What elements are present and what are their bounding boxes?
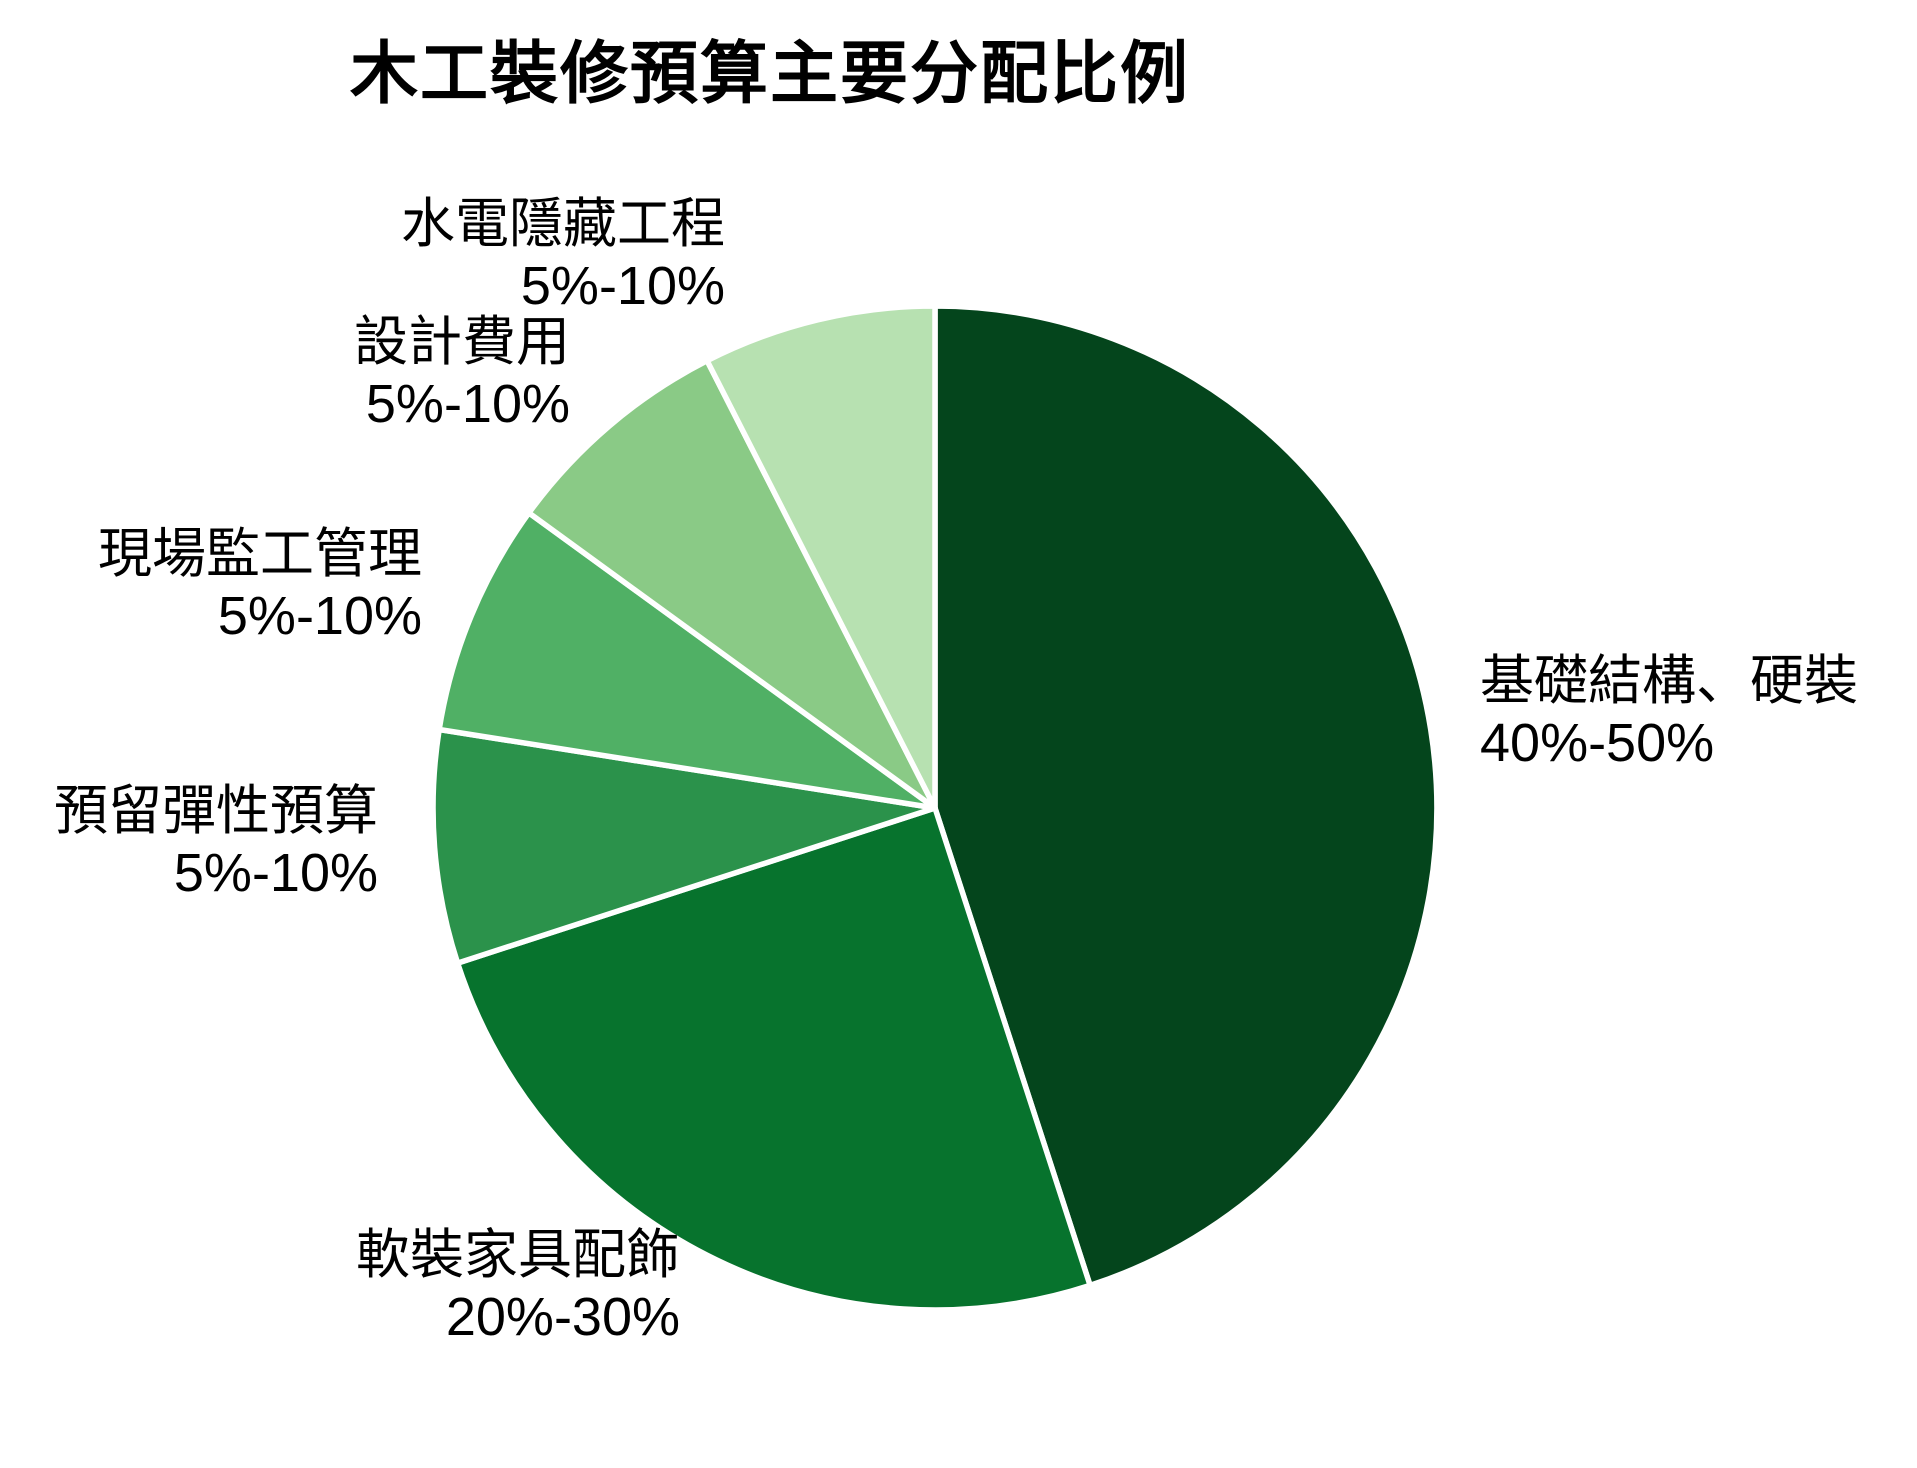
- slice-label-site-supervision: 現場監工管理 5%-10%: [98, 523, 422, 647]
- slice-percent-text: 5%-10%: [217, 586, 422, 646]
- slice-percent-text: 20%-30%: [445, 1287, 680, 1347]
- slice-label-soft-furnishings: 軟裝家具配飾 20%-30%: [356, 1224, 680, 1348]
- slice-label-text: 設計費用: [354, 312, 570, 372]
- pie-slice-1: [932, 303, 1440, 1289]
- chart-title: 木工裝修預算主要分配比例: [349, 36, 1190, 112]
- slice-label-text: 基礎結構、硬裝: [1480, 651, 1858, 711]
- slice-label-text: 水電隱藏工程: [401, 194, 725, 254]
- pie-slice-4: [436, 510, 938, 811]
- slice-label-plumbing-electrical: 水電隱藏工程 5%-10%: [401, 193, 725, 317]
- slice-label-design-fee: 設計費用 5%-10%: [354, 311, 570, 435]
- slice-percent-text: 5%-10%: [173, 843, 378, 903]
- slice-label-foundation-hard-decor: 基礎結構、硬裝 40%-50%: [1480, 650, 1858, 774]
- slice-percent-text: 5%-10%: [365, 374, 570, 434]
- pie-slice-6: [704, 303, 938, 811]
- pie-slice-5: [526, 357, 938, 811]
- slice-label-text: 軟裝家具配飾: [356, 1225, 680, 1285]
- slice-label-text: 現場監工管理: [98, 524, 422, 584]
- pie-slice-2: [454, 805, 1093, 1313]
- slice-percent-text: 40%-50%: [1480, 713, 1715, 773]
- slice-label-text: 預留彈性預算: [54, 781, 378, 841]
- pie-slice-3: [430, 726, 938, 966]
- slice-label-reserve-budget: 預留彈性預算 5%-10%: [54, 780, 378, 904]
- slice-percent-text: 5%-10%: [520, 256, 725, 316]
